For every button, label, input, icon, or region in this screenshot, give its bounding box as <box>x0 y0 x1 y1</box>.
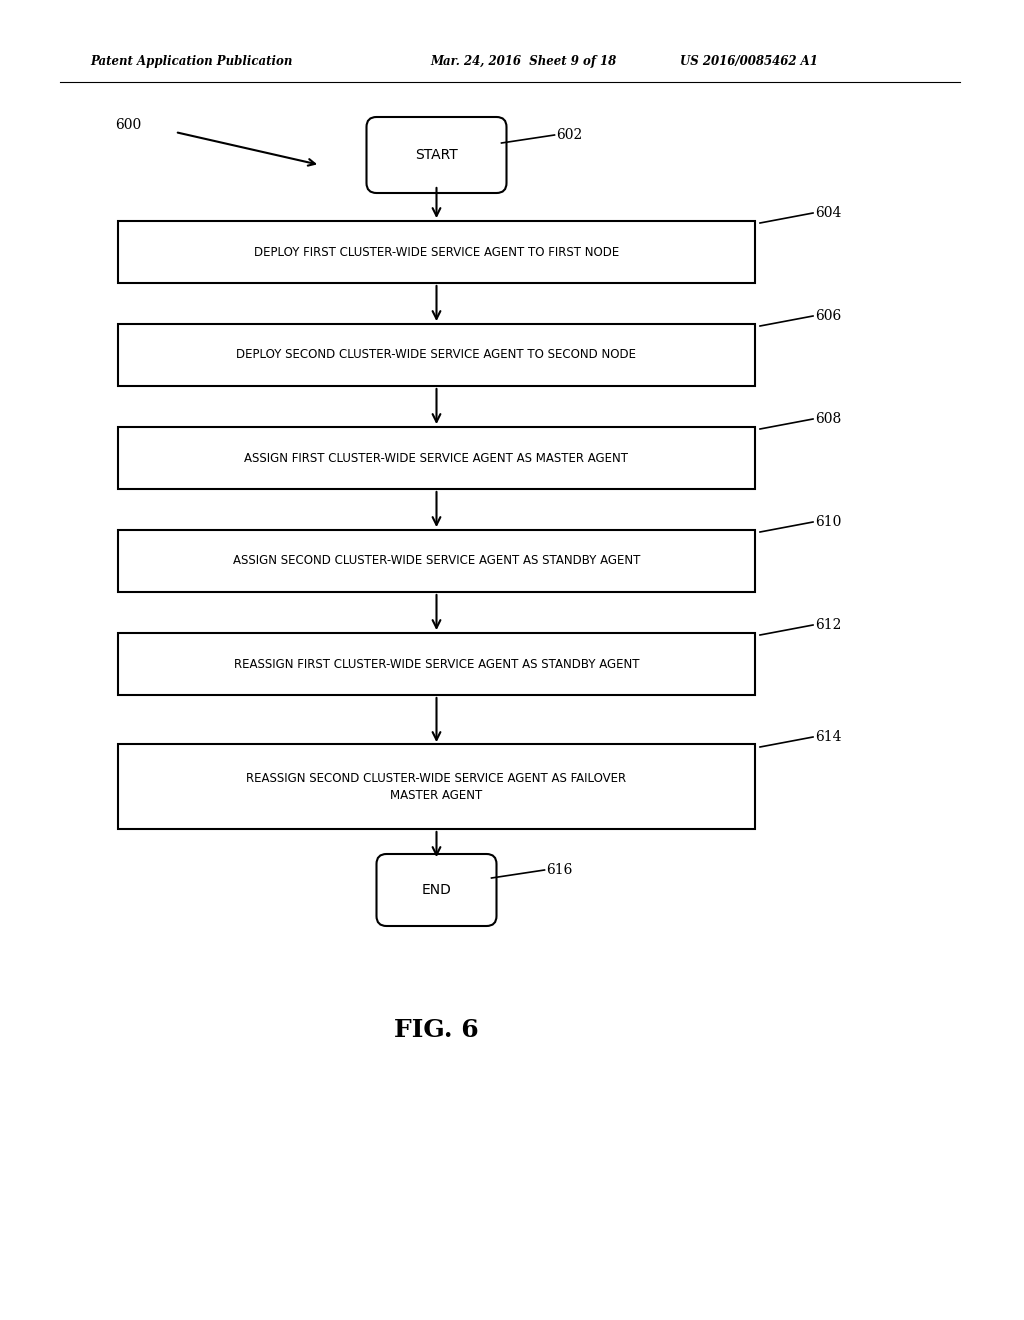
FancyBboxPatch shape <box>367 117 507 193</box>
Text: Mar. 24, 2016  Sheet 9 of 18: Mar. 24, 2016 Sheet 9 of 18 <box>430 55 616 69</box>
Text: ASSIGN FIRST CLUSTER-WIDE SERVICE AGENT AS MASTER AGENT: ASSIGN FIRST CLUSTER-WIDE SERVICE AGENT … <box>245 451 629 465</box>
Text: Patent Application Publication: Patent Application Publication <box>90 55 293 69</box>
Text: 604: 604 <box>815 206 842 220</box>
Text: 610: 610 <box>815 515 842 529</box>
Bar <box>118 323 755 385</box>
Text: REASSIGN SECOND CLUSTER-WIDE SERVICE AGENT AS FAILOVER
MASTER AGENT: REASSIGN SECOND CLUSTER-WIDE SERVICE AGE… <box>247 772 627 803</box>
Text: US 2016/0085462 A1: US 2016/0085462 A1 <box>680 55 818 69</box>
FancyBboxPatch shape <box>377 854 497 927</box>
Text: 614: 614 <box>815 730 842 744</box>
Text: START: START <box>415 148 458 162</box>
Text: 616: 616 <box>547 863 572 876</box>
Text: DEPLOY SECOND CLUSTER-WIDE SERVICE AGENT TO SECOND NODE: DEPLOY SECOND CLUSTER-WIDE SERVICE AGENT… <box>237 348 637 362</box>
Text: ASSIGN SECOND CLUSTER-WIDE SERVICE AGENT AS STANDBY AGENT: ASSIGN SECOND CLUSTER-WIDE SERVICE AGENT… <box>232 554 640 568</box>
Text: 602: 602 <box>556 128 583 143</box>
Text: FIG. 6: FIG. 6 <box>394 1018 479 1041</box>
Text: 606: 606 <box>815 309 842 323</box>
Bar <box>118 426 755 488</box>
Text: END: END <box>422 883 452 898</box>
Bar <box>118 634 755 696</box>
Text: 612: 612 <box>815 618 842 632</box>
Text: 608: 608 <box>815 412 842 426</box>
Text: DEPLOY FIRST CLUSTER-WIDE SERVICE AGENT TO FIRST NODE: DEPLOY FIRST CLUSTER-WIDE SERVICE AGENT … <box>254 246 620 259</box>
Bar <box>118 220 755 282</box>
Bar <box>118 531 755 591</box>
Text: REASSIGN FIRST CLUSTER-WIDE SERVICE AGENT AS STANDBY AGENT: REASSIGN FIRST CLUSTER-WIDE SERVICE AGEN… <box>233 657 639 671</box>
Text: 600: 600 <box>115 117 141 132</box>
Bar <box>118 744 755 829</box>
